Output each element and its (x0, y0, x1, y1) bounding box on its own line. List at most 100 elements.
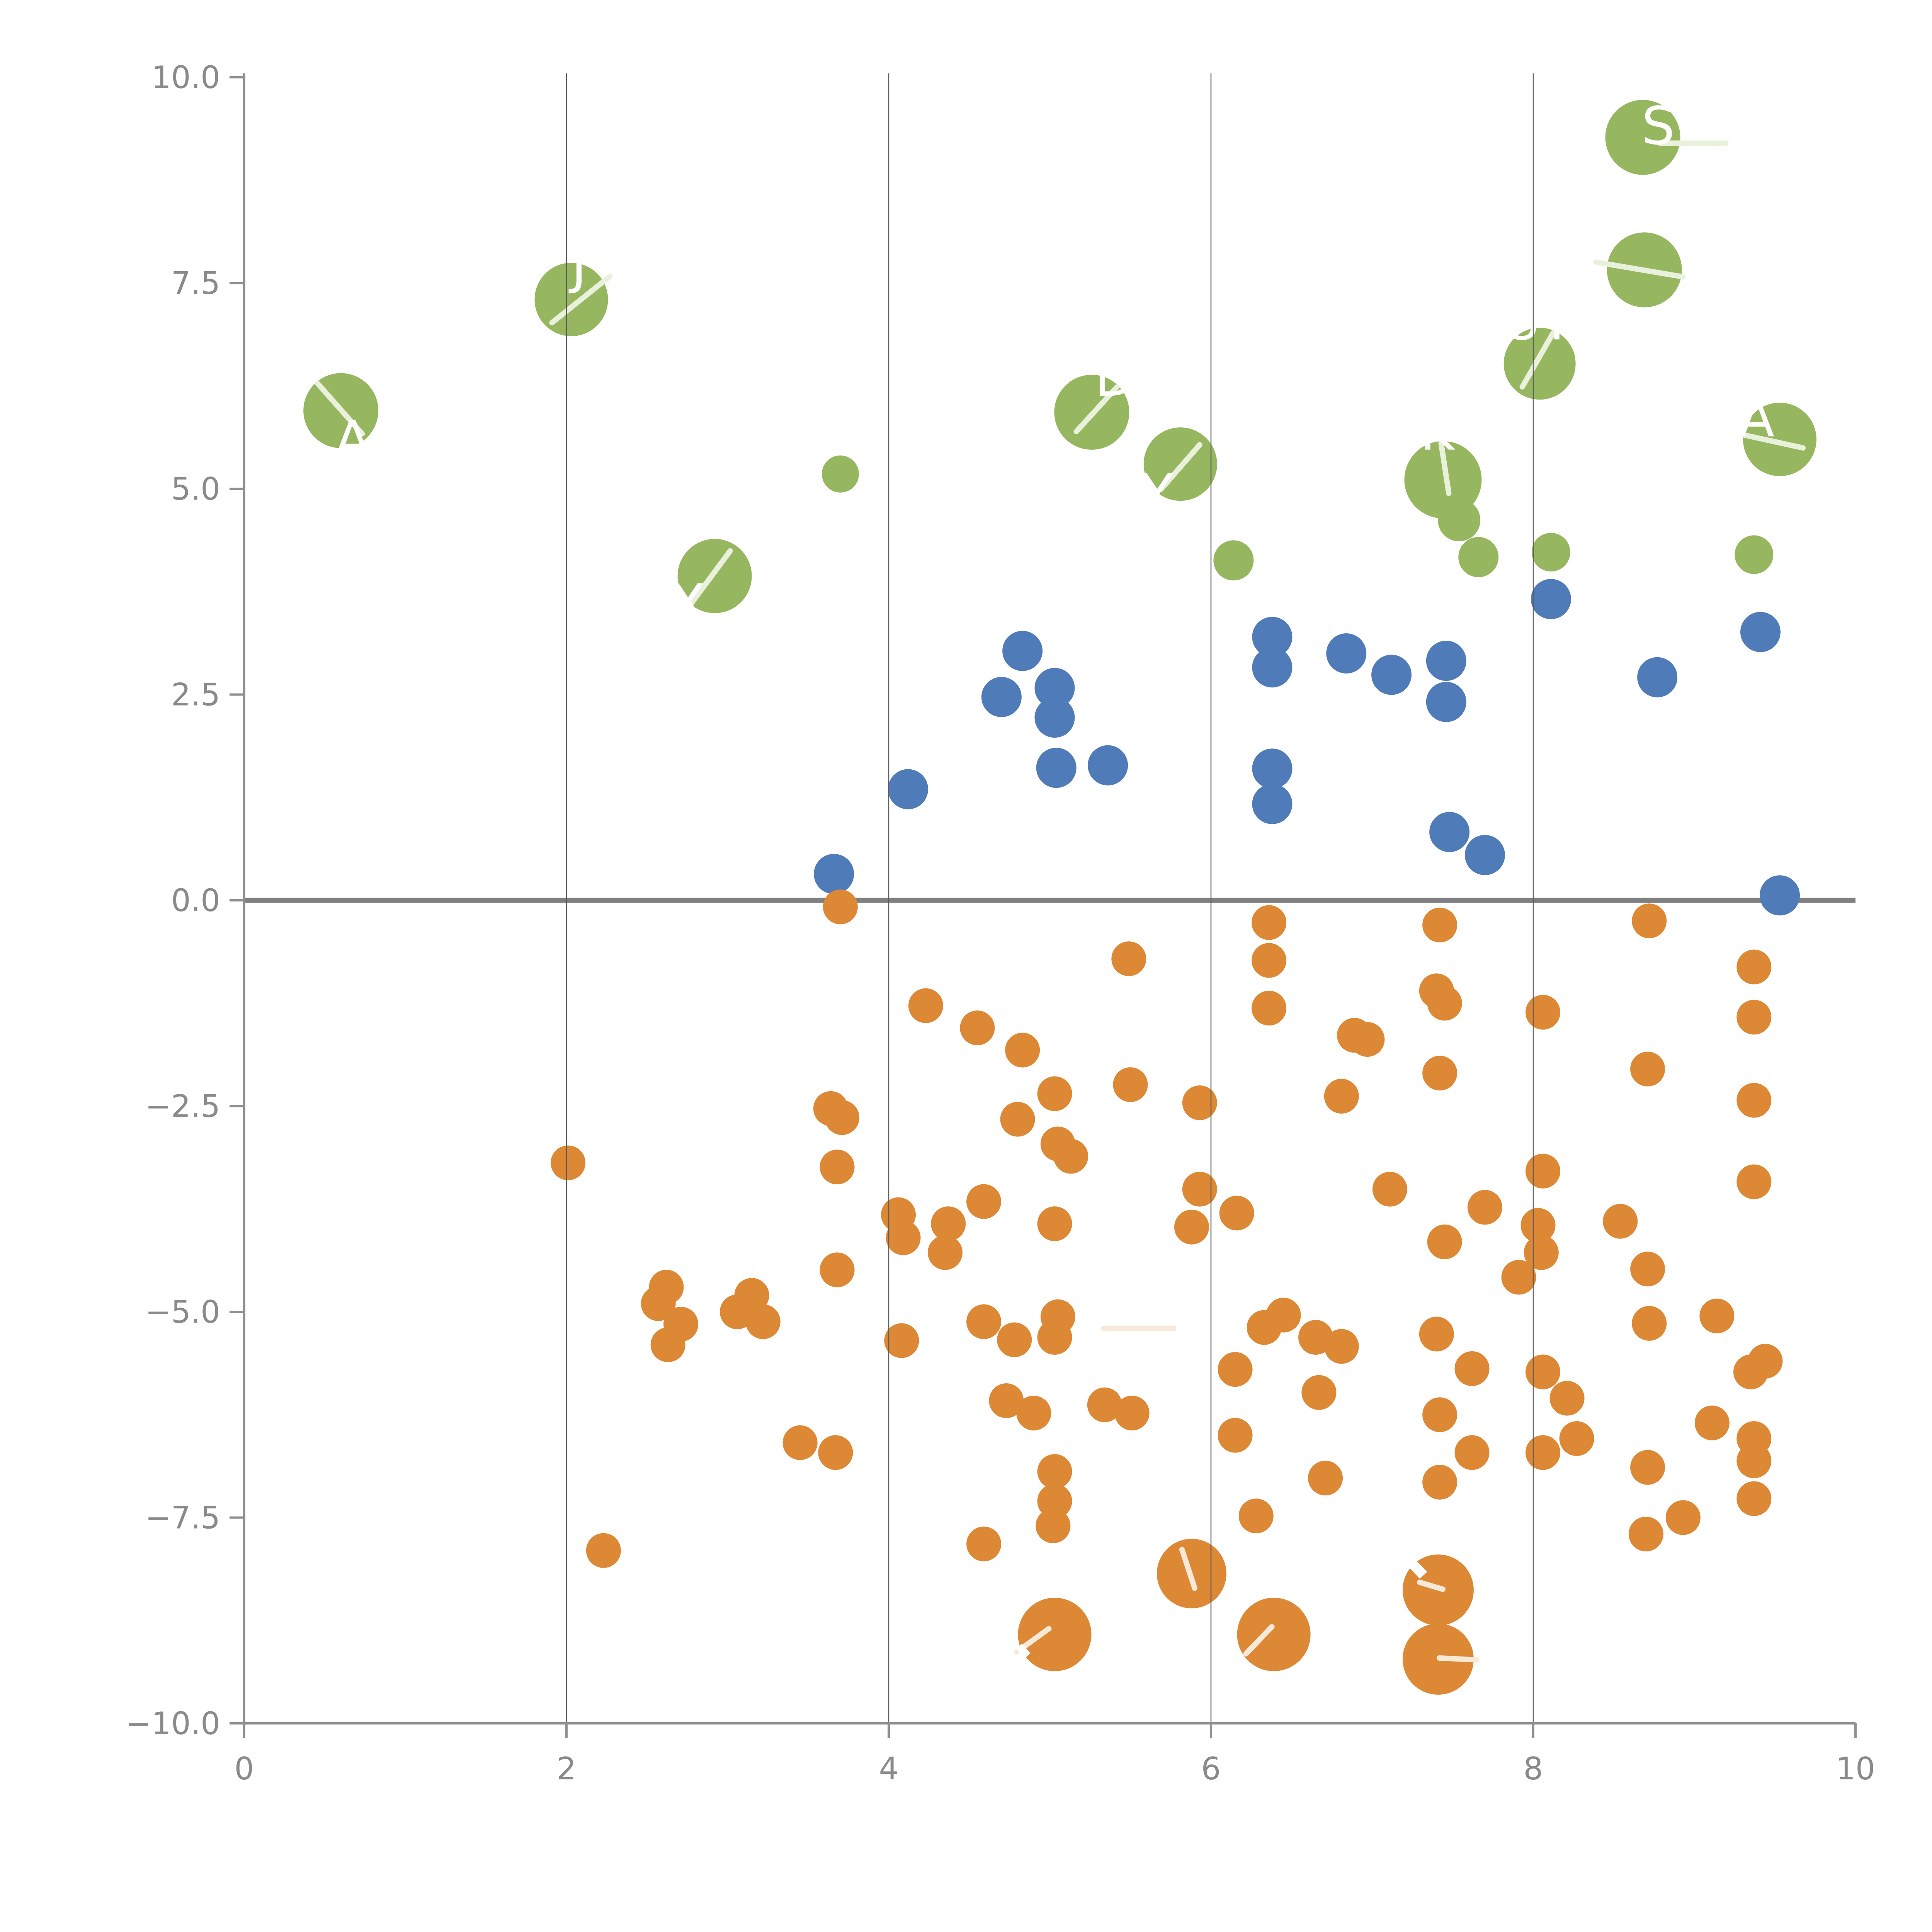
data-point-orange (1748, 1344, 1783, 1379)
data-point-green (1605, 100, 1680, 175)
x-tick-label: 6 (1201, 1751, 1221, 1787)
data-point-orange (1422, 1464, 1458, 1500)
data-point-orange (1237, 1597, 1311, 1671)
data-point-orange (551, 1145, 586, 1180)
x-tick-label: 10 (1836, 1751, 1875, 1787)
data-point-green (1743, 403, 1817, 476)
data-point-orange (1252, 905, 1287, 940)
y-tick-label: 2.5 (171, 677, 220, 713)
data-point-orange (1630, 1051, 1665, 1087)
data-point-orange (1736, 1481, 1772, 1516)
bubble-label: Y (1141, 463, 1173, 524)
label-leader-line (1438, 440, 1452, 496)
data-point-green (1458, 537, 1499, 577)
data-point-blue (1531, 579, 1571, 619)
data-point-orange (1040, 1299, 1075, 1334)
data-point-orange (1036, 1508, 1071, 1543)
data-point-orange (1665, 1500, 1701, 1535)
data-point-orange (1005, 1032, 1040, 1068)
data-point-orange (1526, 995, 1561, 1030)
data-point-green (1438, 498, 1481, 541)
data-point-orange (1699, 1298, 1735, 1333)
data-point-orange (782, 1425, 818, 1460)
data-point-orange (1087, 1387, 1122, 1422)
data-point-orange (1308, 1461, 1343, 1496)
data-point-orange (1324, 1329, 1359, 1364)
data-point-orange (1628, 1517, 1663, 1552)
y-tick-label: 5.0 (171, 471, 220, 507)
data-point-orange (1694, 1405, 1730, 1440)
label-leader-line (1243, 1624, 1275, 1656)
data-point-orange (1427, 1224, 1462, 1259)
data-point-orange (1524, 1235, 1559, 1270)
data-point-blue (1252, 784, 1293, 824)
data-point-orange (1018, 1597, 1092, 1671)
data-point-orange (1736, 1000, 1772, 1035)
y-tick-label: 0.0 (171, 883, 220, 918)
data-point-green (1735, 535, 1774, 574)
data-point-blue (1002, 631, 1043, 671)
label-leader-line (689, 548, 733, 606)
data-point-orange (586, 1533, 621, 1568)
data-point-orange (1419, 1316, 1454, 1352)
data-point-orange (1630, 1252, 1665, 1287)
x-tick-label: 0 (235, 1751, 254, 1787)
data-point-blue (1034, 697, 1075, 738)
data-point-orange (1630, 1450, 1665, 1485)
data-point-blue (1426, 682, 1466, 722)
data-point-orange (825, 1100, 860, 1135)
data-point-blue (1036, 748, 1077, 788)
data-point-orange (1454, 1351, 1490, 1386)
data-point-green (534, 263, 608, 337)
data-point-orange (1266, 1298, 1301, 1333)
data-point-orange (989, 1383, 1024, 1418)
data-point-orange (1301, 1375, 1337, 1410)
data-point-orange (1603, 1204, 1638, 1239)
label-leader-line (1593, 259, 1686, 280)
data-point-orange (1526, 1435, 1561, 1470)
x-tick-label: 8 (1524, 1751, 1543, 1787)
data-point-orange (1053, 1139, 1088, 1174)
data-point-orange (1238, 1498, 1274, 1534)
data-point-orange (1218, 1352, 1253, 1387)
bubble-label-fragment (1016, 1643, 1031, 1658)
data-point-orange (1632, 1306, 1667, 1341)
data-point-orange (1736, 1083, 1772, 1118)
y-tick-label: −10.0 (126, 1706, 220, 1742)
data-point-orange (1549, 1381, 1585, 1416)
data-point-blue (1464, 835, 1505, 875)
label-leader-line (1519, 330, 1556, 390)
data-point-orange (1467, 1190, 1502, 1225)
y-tick-label: 7.5 (171, 265, 220, 301)
data-point-orange (1526, 1153, 1561, 1189)
data-point-orange (1252, 991, 1287, 1026)
data-point-orange (1218, 1418, 1253, 1453)
label-leader-line (1158, 442, 1202, 492)
data-point-orange (1000, 1102, 1035, 1137)
x-tick-label: 4 (879, 1751, 899, 1787)
data-point-orange (820, 1252, 855, 1287)
data-point-orange (1037, 1483, 1072, 1519)
data-point-orange (641, 1286, 676, 1321)
data-point-blue (1252, 617, 1293, 657)
label-leader-line (1436, 1655, 1480, 1663)
data-point-blue (1326, 633, 1367, 673)
data-point-blue (1252, 748, 1293, 789)
bubble-label: UT (1503, 291, 1573, 352)
data-point-orange (1350, 1022, 1385, 1057)
data-point-orange (1037, 1454, 1072, 1489)
data-point-orange (908, 988, 943, 1023)
data-point-blue (1034, 668, 1075, 708)
data-point-orange (966, 1184, 1002, 1219)
bubble-label: X (670, 573, 705, 634)
y-tick-label: −7.5 (145, 1500, 220, 1536)
data-point-orange (960, 1010, 995, 1046)
data-point-blue (981, 677, 1022, 717)
data-point-orange (1174, 1209, 1209, 1245)
data-point-blue (1760, 875, 1800, 916)
data-point-orange (1422, 1056, 1458, 1091)
bubble-label: KB (1171, 1283, 1241, 1344)
y-tick-label: 10.0 (151, 60, 220, 95)
data-point-orange (1427, 986, 1462, 1021)
